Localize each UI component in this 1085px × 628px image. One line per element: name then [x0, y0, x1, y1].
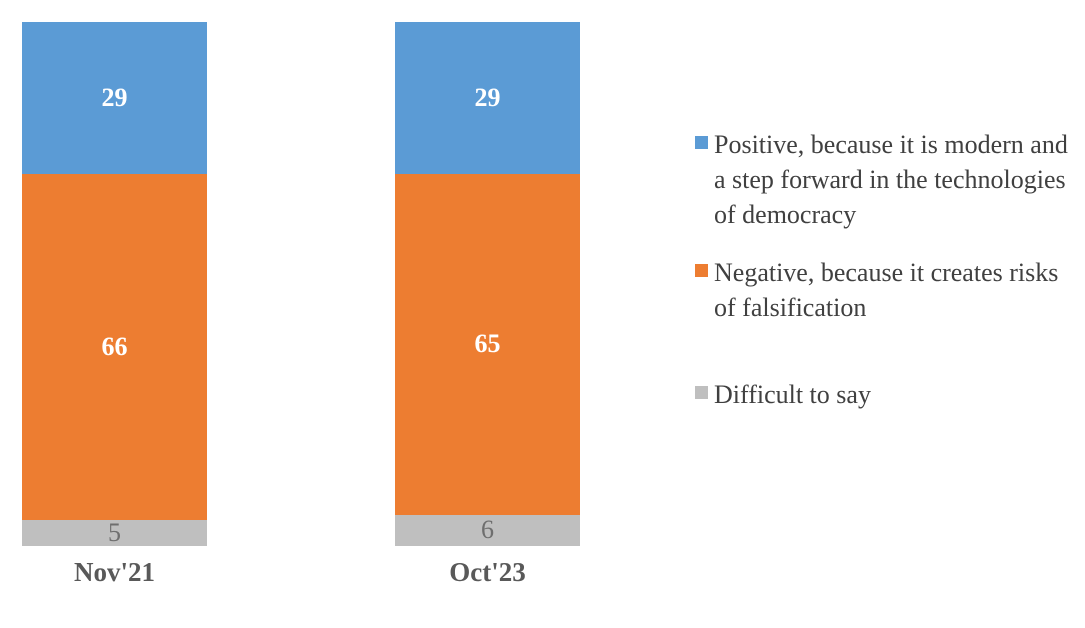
category-label-oct-23: Oct'23 [449, 557, 526, 587]
legend-label: Positive, because it is modern and a ste… [714, 130, 1068, 229]
legend-swatch-icon [695, 264, 708, 277]
bar-segment-oct-23-positive-because: 29 [395, 22, 580, 174]
data-label: 29 [101, 82, 128, 112]
bar-segment-oct-23-negative-because: 65 [395, 173, 580, 515]
bar-oct-23: 29 65 6 [395, 22, 580, 546]
bar-segment-nov-21-positive-because: 29 [22, 22, 207, 174]
plot-area: 29 66 5 Nov'21 29 65 6 Oct'23 [22, 22, 580, 587]
legend-item-difficult-to: Difficult to say [695, 377, 1070, 412]
bar-segment-nov-21-negative-because: 66 [22, 173, 207, 520]
legend-item-negative-because: Negative, because it creates risks of fa… [695, 255, 1070, 325]
chart-legend: Positive, because it is modern and a ste… [695, 0, 1080, 628]
data-label: 66 [101, 331, 128, 361]
data-label: 65 [474, 329, 501, 359]
data-label: 29 [474, 82, 501, 112]
category-label-nov-21: Nov'21 [74, 557, 155, 587]
legend-swatch-icon [695, 136, 708, 149]
legend-swatch-icon [695, 386, 708, 399]
bar-segment-nov-21-difficult-to: 5 [22, 517, 207, 547]
legend-label: Negative, because it creates risks of fa… [714, 258, 1059, 322]
legend-label: Difficult to say [714, 380, 871, 409]
data-label: 6 [481, 515, 494, 545]
bar-nov-21: 29 66 5 [22, 22, 207, 546]
bar-segment-oct-23-difficult-to: 6 [395, 514, 580, 546]
legend-item-positive-because: Positive, because it is modern and a ste… [695, 127, 1070, 232]
data-label: 5 [108, 517, 121, 547]
